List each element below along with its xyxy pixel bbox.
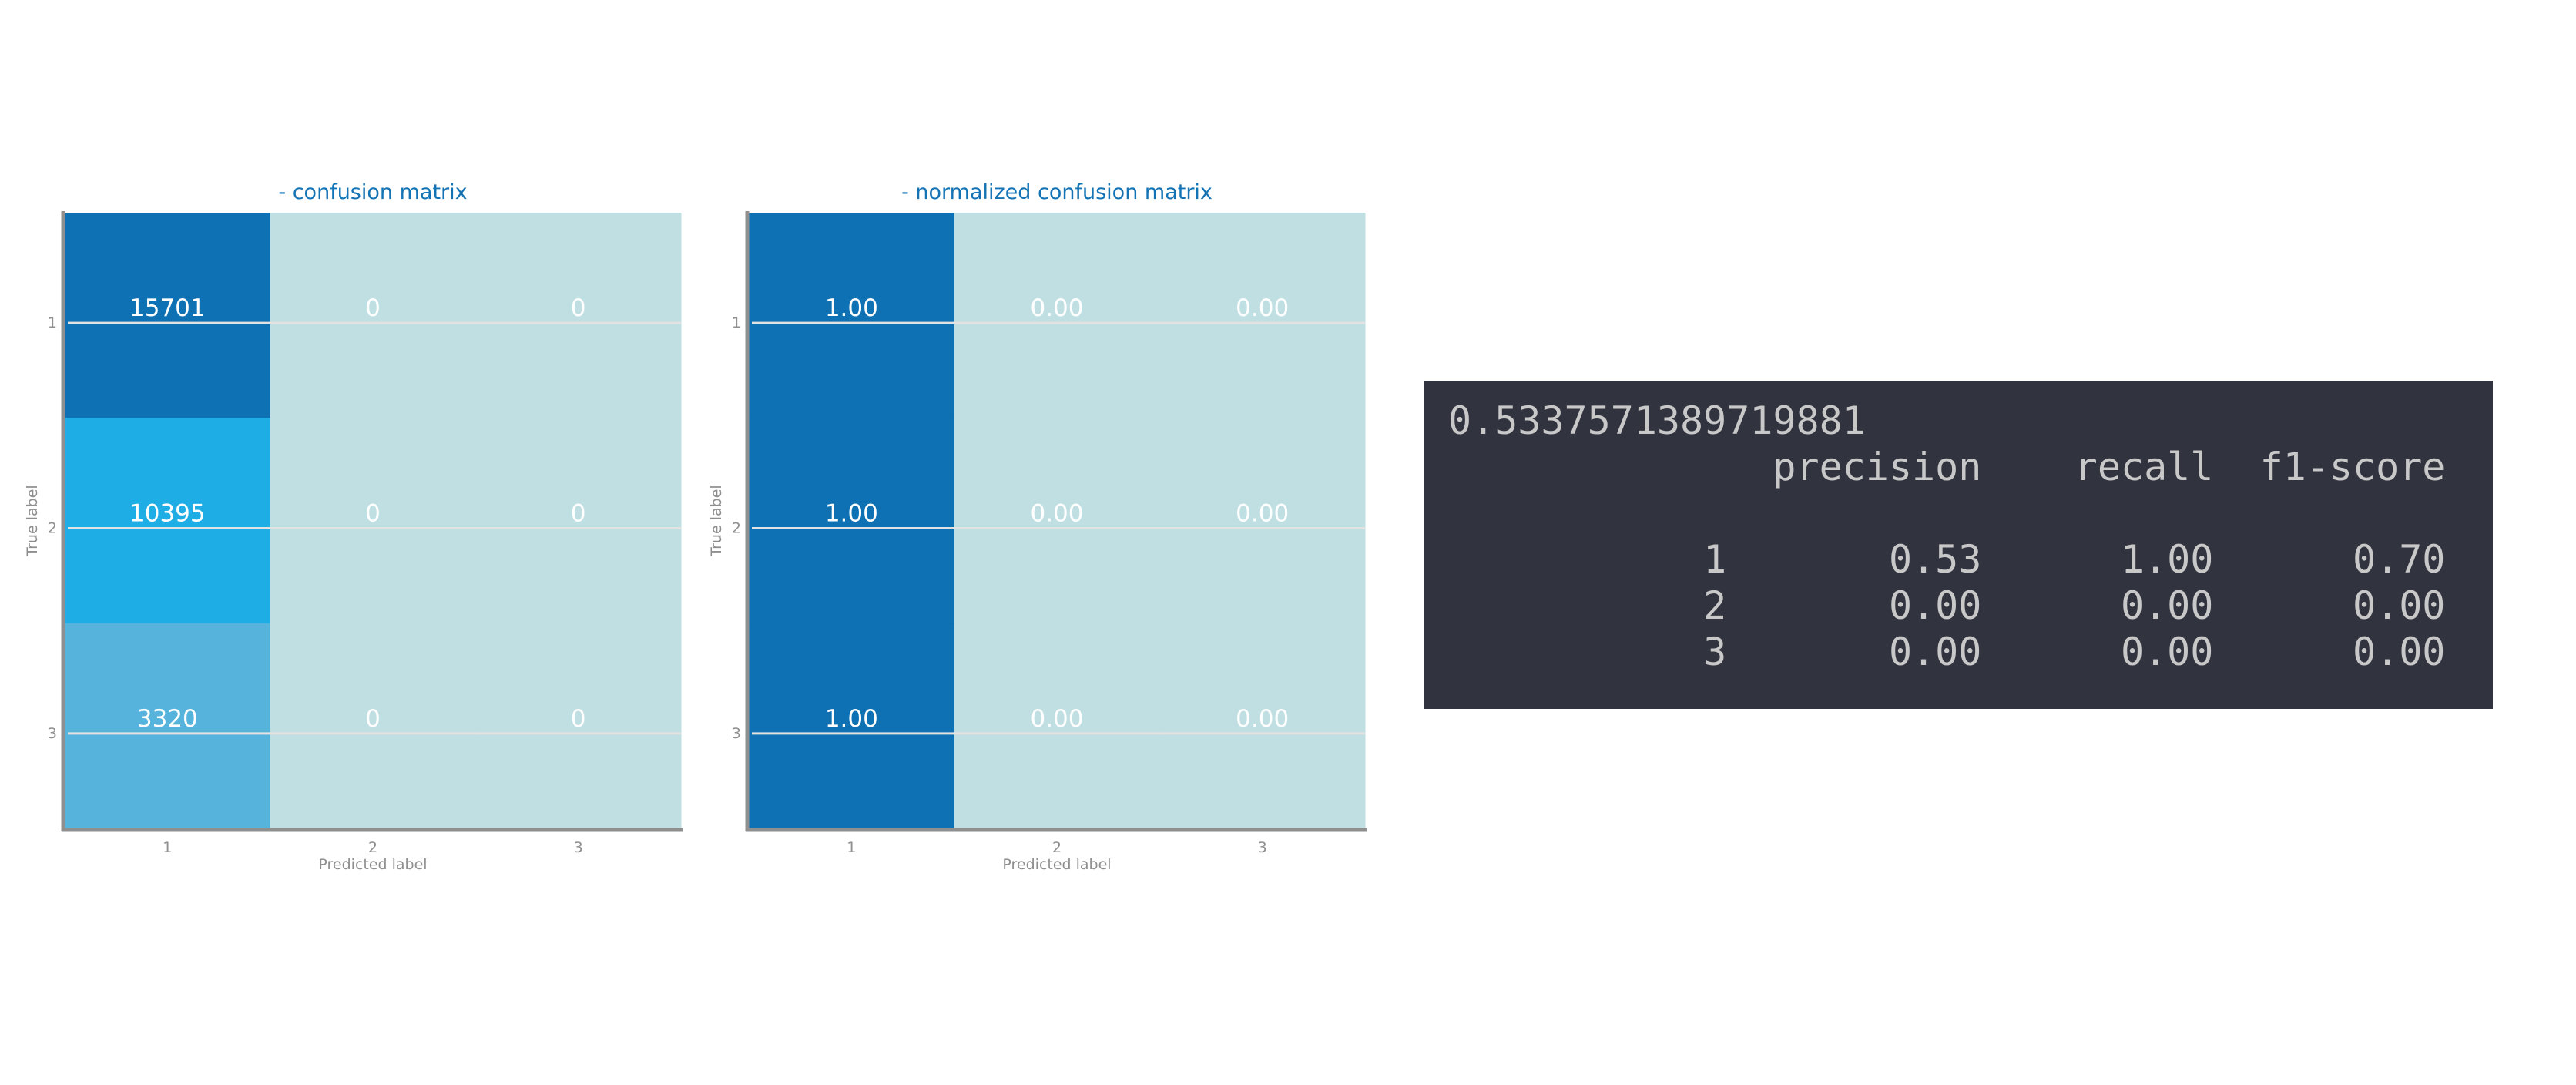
cm-xtick-label-3: 3 xyxy=(574,839,583,856)
cm-cell-label-r1-c1: 15701 xyxy=(129,294,206,322)
cm-xtick-label-2: 2 xyxy=(368,839,377,856)
accuracy-score-line: 0.5337571389719881 xyxy=(1448,398,1866,443)
cm-x-axis-label: Predicted label xyxy=(318,856,427,873)
ncm-ytick-label-3: 3 xyxy=(732,725,741,742)
cm-cell-label-r1-c3: 0 xyxy=(571,294,586,322)
ncm-cell-r1-c3 xyxy=(1159,213,1366,418)
ncm-cell-label-r2-c3: 0.00 xyxy=(1236,500,1289,528)
cm-cell-r3-c2 xyxy=(270,623,476,829)
ncm-cell-label-r2-c1: 1.00 xyxy=(825,500,878,528)
cm-cell-label-r3-c1: 3320 xyxy=(137,705,198,733)
ncm-cell-label-r1-c1: 1.00 xyxy=(825,294,878,322)
report-row-class-2: 2 0.00 0.00 0.00 xyxy=(1448,583,2446,628)
ncm-cell-r1-c2 xyxy=(954,213,1160,418)
ncm-ytick-label-2: 2 xyxy=(732,520,741,537)
ncm-cell-r2-c3 xyxy=(1159,418,1366,624)
report-row-class-3: 3 0.00 0.00 0.00 xyxy=(1448,630,2446,674)
report-header-line: precision recall f1-score xyxy=(1448,445,2446,489)
cm-cell-label-r2-c1: 10395 xyxy=(129,500,206,528)
ncm-cell-label-r3-c3: 0.00 xyxy=(1236,705,1289,733)
ncm-cell-label-r1-c3: 0.00 xyxy=(1236,294,1289,322)
confusion-matrix-figure: - confusion matrix 15701 0 0 10395 0 0 3320 0 0 1 2… xyxy=(24,180,1367,873)
cm-cell-label-r3-c3: 0 xyxy=(571,705,586,733)
cm-cell-r2-c1 xyxy=(65,418,271,624)
cm-cell-label-r2-c2: 0 xyxy=(365,500,381,528)
ncm-xtick-label-1: 1 xyxy=(847,839,856,856)
cm-ytick-label-2: 2 xyxy=(48,520,57,537)
ncm-xtick-label-3: 3 xyxy=(1258,839,1267,856)
ncm-cell-r3-c2 xyxy=(954,623,1160,829)
report-row-class-1: 1 0.53 1.00 0.70 xyxy=(1448,537,2446,582)
ncm-y-axis-label: True label xyxy=(708,485,725,556)
ncm-cell-r2-c2 xyxy=(954,418,1160,624)
cm-cell-r1-c1 xyxy=(65,213,271,418)
cm-cell-r1-c2 xyxy=(270,213,476,418)
ncm-x-axis-label: Predicted label xyxy=(1002,856,1111,873)
cm-cell-r3-c1 xyxy=(65,623,271,829)
cm-ytick-label-1: 1 xyxy=(48,314,57,331)
cm-cell-r2-c2 xyxy=(270,418,476,624)
ncm-cell-r3-c1 xyxy=(749,623,955,829)
ncm-title: - normalized confusion matrix xyxy=(901,180,1213,204)
cm-cell-r3-c3 xyxy=(475,623,682,829)
classification-report-panel: 0.5337571389719881 precision recall f1-s… xyxy=(1424,381,2493,709)
cm-xtick-label-1: 1 xyxy=(163,839,172,856)
ncm-cell-label-r1-c2: 0.00 xyxy=(1030,294,1083,322)
cm-cell-label-r2-c3: 0 xyxy=(571,500,586,528)
cm-cell-r2-c3 xyxy=(475,418,682,624)
cm-cell-r1-c3 xyxy=(475,213,682,418)
ncm-cell-label-r3-c2: 0.00 xyxy=(1030,705,1083,733)
ncm-cell-label-r2-c2: 0.00 xyxy=(1030,500,1083,528)
cm-y-axis-label: True label xyxy=(24,485,41,556)
ncm-cell-r2-c1 xyxy=(749,418,955,624)
ncm-cell-r3-c3 xyxy=(1159,623,1366,829)
ncm-cell-r1-c1 xyxy=(749,213,955,418)
cm-title: - confusion matrix xyxy=(278,180,467,204)
cm-ytick-label-3: 3 xyxy=(48,725,57,742)
ncm-cell-label-r3-c1: 1.00 xyxy=(825,705,878,733)
cm-cell-label-r3-c2: 0 xyxy=(365,705,381,733)
cm-cell-label-r1-c2: 0 xyxy=(365,294,381,322)
ncm-ytick-label-1: 1 xyxy=(732,314,741,331)
ncm-xtick-label-2: 2 xyxy=(1052,839,1062,856)
